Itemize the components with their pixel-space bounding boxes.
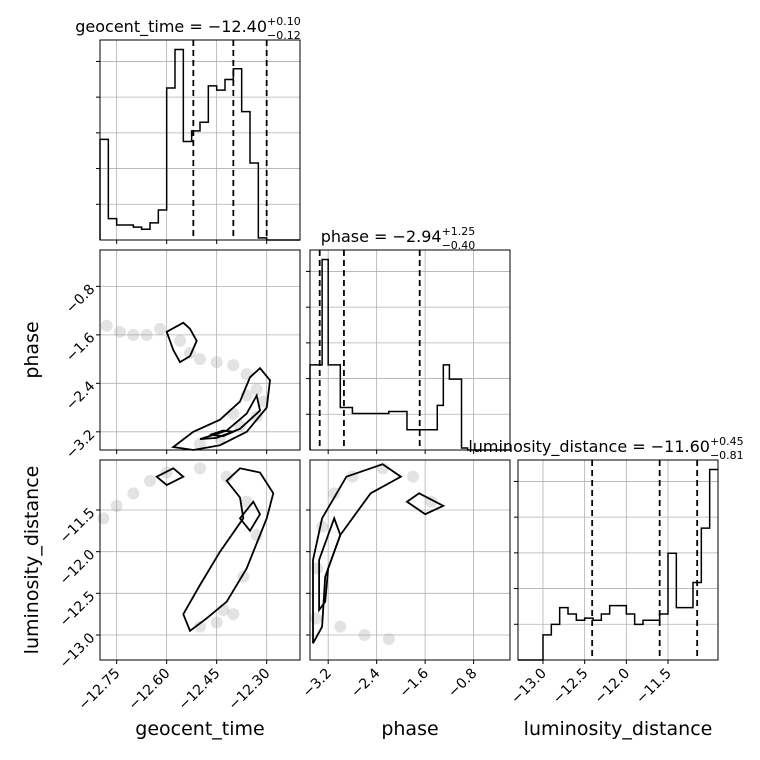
y-tick-label: −11.5: [57, 505, 99, 547]
y-axis-label-luminosity_distance: luminosity_distance: [21, 466, 43, 655]
contour-line: [155, 467, 185, 487]
density-point: [382, 633, 395, 646]
density-point: [358, 629, 371, 641]
density-point: [127, 328, 140, 341]
density-point: [240, 368, 253, 381]
density-point: [100, 319, 113, 332]
contour-line: [171, 366, 271, 451]
panel-frame: [99, 39, 301, 241]
contour-line: [318, 515, 342, 613]
density-point: [114, 325, 126, 338]
y-tick-label: −12.5: [57, 588, 99, 630]
density-point: [194, 462, 206, 475]
density-point: [220, 470, 233, 483]
title-geocent_time: geocent_time = −12.40+0.10: [75, 15, 301, 37]
x-axis-label-geocent_time: geocent_time: [135, 718, 264, 740]
x-tick-label: −12.0: [592, 666, 634, 708]
title-luminosity_distance: luminosity_distance = −11.60+0.45: [468, 435, 743, 457]
title-sub-phase: −0.40: [442, 239, 476, 252]
density-point: [140, 328, 153, 341]
contour-line: [165, 321, 198, 364]
y-axis-label-phase: phase: [21, 321, 43, 378]
density-point: [127, 487, 140, 500]
density-point: [310, 612, 323, 625]
x-tick-label: −12.45: [176, 666, 224, 714]
contour-line: [209, 429, 237, 438]
y-tick-label: −3.2: [63, 427, 98, 462]
x-axis-label-phase: phase: [381, 718, 438, 740]
density-point: [194, 353, 206, 366]
density-point: [144, 474, 156, 487]
density-point: [210, 616, 223, 629]
density-point: [334, 620, 347, 633]
density-point: [407, 470, 420, 483]
density-point: [97, 512, 110, 525]
panel-luminosity_distance-vs-phase: [306, 459, 511, 664]
panel-luminosity_distance-vs-geocent_time: −13.0−12.5−12.0−11.5: [57, 459, 301, 672]
y-tick-label: −0.8: [63, 281, 98, 316]
density-point: [311, 562, 324, 575]
density-point: [227, 608, 240, 621]
panel-geocent_time-vs-geocent_time: geocent_time = −12.40+0.10−0.12: [75, 15, 301, 244]
histogram-geocent_time: [99, 48, 300, 241]
density-point: [250, 383, 263, 396]
y-tick-label: −13.0: [57, 630, 99, 672]
y-tick-label: −1.6: [63, 330, 98, 365]
histogram-luminosity_distance: [518, 468, 718, 661]
title-sub-geocent_time: −0.12: [267, 29, 301, 42]
density-point: [316, 520, 329, 533]
x-tick-label: −12.75: [76, 666, 124, 714]
x-tick-label: −13.0: [508, 666, 550, 708]
panel-frame: [517, 459, 719, 661]
contour-line: [238, 500, 262, 533]
density-point: [154, 322, 166, 335]
x-axis-label-luminosity_distance: luminosity_distance: [524, 718, 713, 740]
density-point: [227, 407, 240, 420]
panel-luminosity_distance-vs-luminosity_distance: luminosity_distance = −11.60+0.45−0.81: [468, 435, 744, 664]
x-tick-label: −3.2: [300, 666, 335, 701]
density-point: [194, 437, 206, 450]
panel-phase-vs-geocent_time: −3.2 −2.4 −1.6 −0.8: [63, 249, 301, 462]
density-point: [194, 620, 206, 633]
title-sub-luminosity_distance: −0.81: [710, 449, 744, 462]
panel-frame: [309, 249, 511, 451]
x-tick-label: −0.8: [445, 666, 480, 701]
density-point: [240, 495, 253, 508]
panel-frame: [309, 459, 511, 661]
panel-frame: [99, 249, 301, 451]
density-point: [184, 347, 196, 360]
x-tick-label: −12.5: [550, 666, 592, 708]
contour-line: [405, 492, 446, 516]
title-phase: phase = −2.94+1.25: [321, 225, 476, 246]
density-point: [250, 410, 263, 423]
x-tick-label: −12.60: [126, 666, 174, 714]
x-tick-label: −12.30: [226, 666, 274, 714]
density-point: [174, 334, 186, 347]
y-tick-label: −2.4: [63, 378, 98, 413]
density-point: [110, 499, 123, 512]
density-point: [210, 356, 223, 369]
density-point: [328, 487, 341, 500]
contour-line: [312, 463, 403, 644]
panel-frame: [99, 459, 301, 661]
histogram-phase: [309, 258, 510, 451]
x-tick-label: −2.4: [348, 665, 383, 700]
x-tick-label: −11.5: [633, 666, 675, 708]
x-tick-label: −1.6: [397, 665, 432, 700]
density-point: [227, 359, 240, 372]
panel-phase-vs-phase: phase = −2.94+1.25−0.40: [306, 225, 511, 454]
contour-line: [182, 467, 275, 633]
y-tick-label: −12.0: [57, 547, 99, 589]
